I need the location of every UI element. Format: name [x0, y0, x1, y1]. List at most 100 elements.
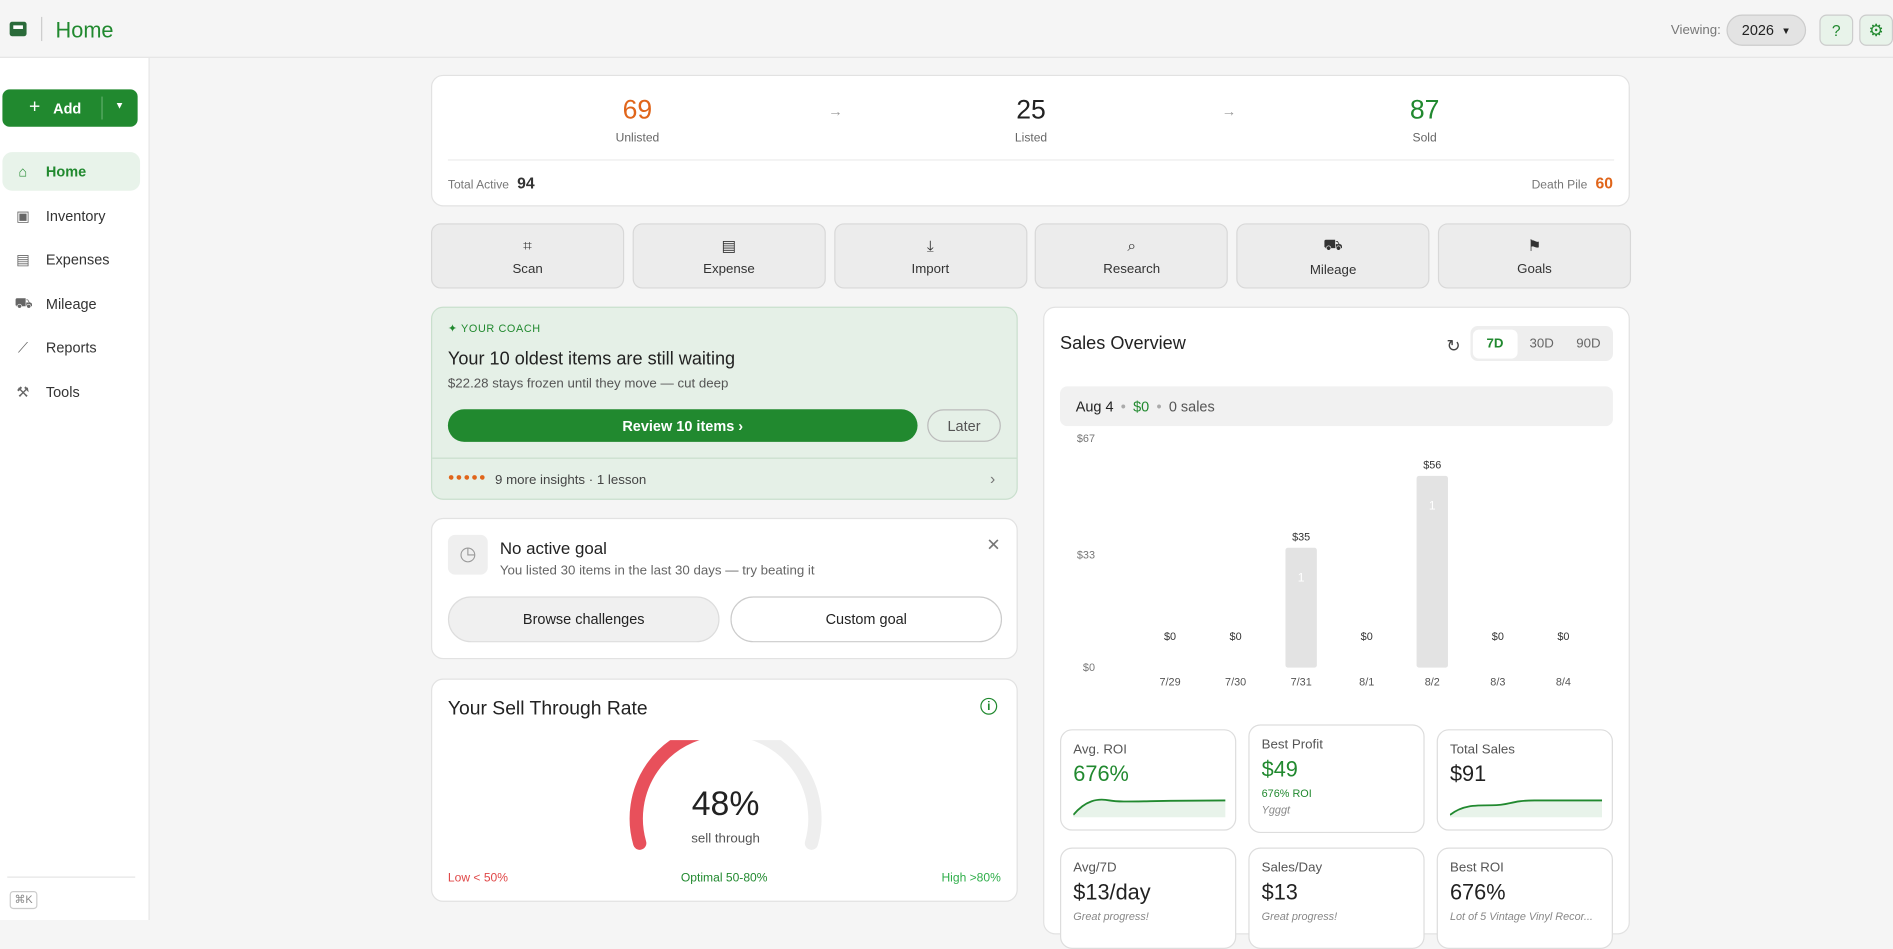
coach-title: Your 10 oldest items are still waiting — [447, 348, 736, 370]
goal-title: No active goal — [499, 538, 607, 558]
metric-label: Best Profit — [1261, 737, 1323, 753]
metric-label: Best ROI — [1449, 860, 1504, 876]
metric-value: $49 — [1261, 756, 1298, 782]
divider — [41, 16, 43, 42]
gauge-caption: sell through — [691, 831, 760, 847]
stage-value: 25 — [1016, 94, 1046, 125]
nav-item[interactable]: ▣ Inventory — [2, 196, 140, 235]
metric-note: Lot of 5 Vintage Vinyl Recor... — [1449, 910, 1593, 923]
info-button[interactable]: i — [980, 697, 998, 715]
gauge-value: 48% — [691, 784, 760, 823]
sparkline — [1073, 798, 1226, 818]
metric-label: Sales/Day — [1261, 860, 1323, 876]
metric-card: Avg. ROI 676% — [1060, 729, 1237, 831]
sell-through-title: Your Sell Through Rate — [447, 699, 648, 720]
total-active-value: 94 — [517, 173, 535, 192]
death-pile-value: 60 — [1595, 173, 1613, 192]
bar — [1416, 475, 1448, 668]
year-select[interactable]: 2026 ▼ — [1726, 14, 1807, 46]
sparkline-line — [1073, 798, 1226, 816]
nav-label: Reports — [45, 339, 97, 357]
nav-label: Mileage — [45, 295, 97, 313]
top-bar: Home Viewing: 2026 ▼ ? ⚙ — [0, 0, 1893, 58]
nav-label: Expenses — [45, 251, 110, 269]
quick-action-icon: ⚑ — [1527, 236, 1542, 255]
nav-label: Tools — [45, 383, 80, 401]
death-pile-label: Death Pile — [1531, 178, 1588, 192]
x-tick-label: 8/2 — [1425, 677, 1440, 689]
nav-icon: ⟋ — [17, 338, 29, 356]
range-option[interactable]: 7D — [1472, 328, 1518, 358]
quick-action-label: Research — [1103, 261, 1161, 276]
quick-action[interactable]: ▤ Expense — [632, 223, 826, 289]
total-active-label: Total Active — [447, 178, 509, 192]
sales-card: Sales Overview ↻ 7D 30D 90D Aug 4 • $0 • 0 sal… — [1043, 306, 1630, 949]
add-button[interactable]: + Add ▼ — [2, 89, 138, 127]
metric-note: Great progress! — [1073, 910, 1149, 923]
later-button[interactable]: Later — [927, 409, 1001, 442]
coach-footer[interactable]: 9 more insights · 1 lesson — [494, 473, 647, 488]
quick-action[interactable]: ⚑ Goals — [1437, 223, 1632, 289]
stage-arrow: → — [1221, 102, 1237, 120]
shortcut: ⌘K — [9, 890, 38, 910]
x-tick-label: 8/3 — [1490, 677, 1505, 689]
metric-card: Total Sales $91 — [1436, 729, 1613, 831]
x-tick-label: 7/31 — [1291, 677, 1312, 689]
nav: ⌂ Home ▣ Inventory ▤ Expenses ⛟ Mileage ⟋ Reports… — [2, 152, 141, 416]
refresh-button[interactable]: ↻ — [1446, 335, 1461, 355]
range-option[interactable]: 90D — [1576, 336, 1601, 351]
quick-action[interactable]: ⌗ Scan — [431, 223, 625, 289]
nav-item[interactable]: ⌂ Home — [2, 152, 141, 191]
quick-action[interactable]: ⌕ Research — [1035, 223, 1229, 289]
sell-through-card: Your Sell Through Rate i 48% sell throug… — [431, 678, 1018, 902]
value-label: $0 — [1492, 631, 1504, 643]
settings-button[interactable]: ⚙ — [1859, 14, 1893, 46]
range-option[interactable]: 30D — [1529, 336, 1554, 351]
metric-note: Ygggt — [1261, 804, 1291, 817]
close-button[interactable]: ✕ — [986, 534, 1001, 555]
low-label: Low < 50% — [447, 871, 508, 885]
coach-tag: ✦ YOUR COACH — [447, 322, 541, 335]
nav-item[interactable]: ▤ Expenses — [2, 240, 140, 279]
sparkline — [1449, 799, 1603, 818]
quick-action-icon: ⤓ — [926, 236, 934, 255]
nav-item[interactable]: ⚒ Tools — [2, 372, 140, 411]
quick-action[interactable]: ⤓ Import — [833, 223, 1027, 289]
browse-button[interactable]: Browse challenges — [447, 596, 720, 643]
total-active: Total Active 94 — [448, 174, 535, 192]
nav-icon: ⌂ — [18, 162, 28, 180]
value-label: $0 — [1164, 631, 1176, 643]
quick-action-label: Expense — [703, 261, 755, 276]
quick-action[interactable]: ⛟ Mileage — [1236, 223, 1430, 289]
nav-item[interactable]: ⛟ Mileage — [2, 284, 140, 323]
value-label: $56 — [1423, 460, 1441, 472]
range-toggle: 7D 30D 90D — [1470, 325, 1613, 361]
y-tick-label: $67 — [1077, 433, 1095, 445]
gauge — [629, 740, 822, 850]
sales-summary: Aug 4 • $0 • 0 sales — [1060, 386, 1613, 427]
metric-note: Great progress! — [1261, 910, 1338, 923]
y-tick-label: $33 — [1077, 549, 1095, 561]
review-button[interactable]: Review 10 items › — [447, 409, 918, 442]
metric-card: Best ROI 676% Lot of 5 Vintage Vinyl Recor… — [1436, 847, 1613, 949]
bar — [1285, 547, 1317, 668]
sales-chart: $0 $33 $67 7/29 $0 7/30 $0 7/31 $35 1 8/1 $0 8/2 $56 1… — [1077, 433, 1571, 689]
quick-action-icon: ⛟ — [1323, 234, 1343, 253]
add-label: Add — [53, 100, 82, 118]
metric-sub: 676% ROI — [1261, 787, 1312, 800]
stage-arrow: → — [828, 102, 843, 120]
help-button[interactable]: ? — [1819, 14, 1854, 46]
custom-button[interactable]: Custom goal — [730, 596, 1003, 643]
quick-action-label: Mileage — [1309, 262, 1357, 278]
goal-subtitle: You listed 30 items in the last 30 days … — [499, 563, 815, 579]
x-tick-label: 8/4 — [1556, 677, 1571, 689]
x-tick-label: 7/29 — [1159, 677, 1180, 689]
nav-icon: ⚒ — [16, 383, 30, 401]
sales-title: Sales Overview — [1060, 333, 1186, 354]
coach-tag-text: YOUR COACH — [461, 322, 541, 335]
quick-action-icon: ⌕ — [1127, 236, 1137, 255]
optimal-label: Optimal 50-80% — [680, 871, 768, 885]
nav-item[interactable]: ⟋ Reports — [2, 328, 140, 367]
